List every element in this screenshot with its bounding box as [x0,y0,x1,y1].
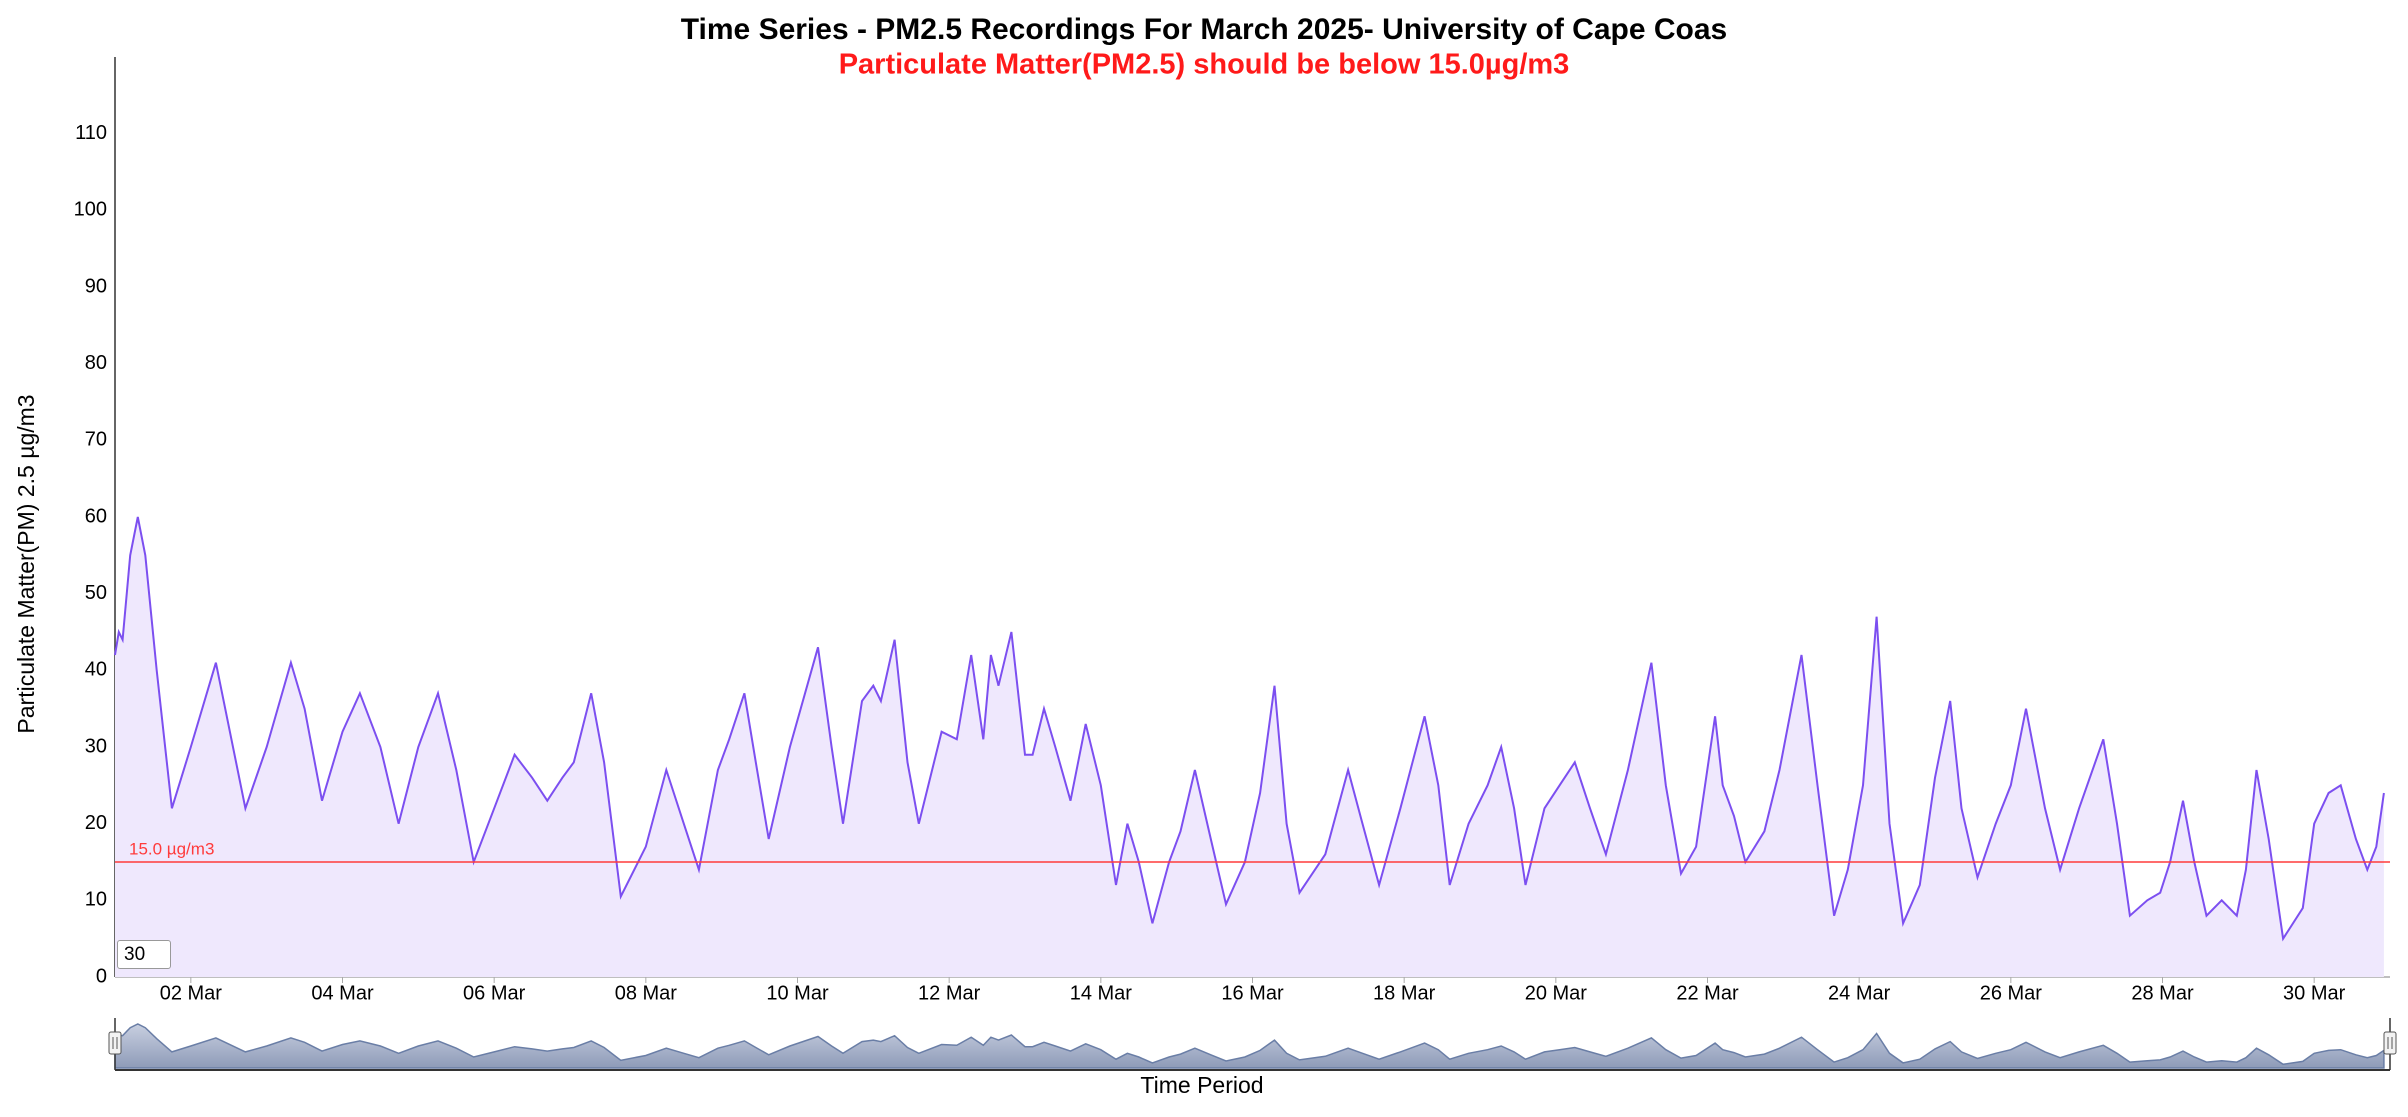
x-tick-label: 16 Mar [1221,982,1284,1004]
x-axis-label: Time Period [1140,1072,1263,1098]
x-tick-label: 26 Mar [1980,982,2043,1004]
threshold-label: 15.0 µg/m3 [129,839,214,858]
chart-title: Time Series - PM2.5 Recordings For March… [681,13,1727,46]
x-tick-label: 10 Mar [766,982,829,1004]
x-tick-label: 20 Mar [1525,982,1588,1004]
y-axis-label: Particulate Matter(PM) 2.5 µg/m3 [13,394,39,733]
x-tick-label: 30 Mar [2283,982,2346,1004]
x-tick-label: 28 Mar [2131,982,2194,1004]
y-tick-label: 30 [85,735,107,757]
x-tick-label: 22 Mar [1676,982,1739,1004]
x-tick-label: 06 Mar [463,982,526,1004]
y-tick-label: 0 [96,965,107,987]
x-tick-label: 24 Mar [1828,982,1891,1004]
y-tick-label: 70 [85,429,107,451]
x-tick-label: 14 Mar [1070,982,1133,1004]
range-input[interactable]: 30 [117,940,171,969]
navigator-handle[interactable] [2383,1031,2397,1055]
y-tick-label: 50 [85,582,107,604]
x-tick-label: 04 Mar [311,982,374,1004]
y-tick-label: 40 [85,659,107,681]
x-tick-label: 02 Mar [160,982,223,1004]
y-tick-label: 110 [75,122,107,144]
y-tick-label: 100 [74,199,107,221]
x-tick-label: 12 Mar [918,982,981,1004]
y-tick-label: 60 [85,505,107,527]
y-tick-label: 90 [85,275,107,297]
x-tick-label: 18 Mar [1373,982,1436,1004]
navigator-handle[interactable] [108,1031,122,1055]
y-tick-label: 10 [85,889,107,911]
x-tick-label: 08 Mar [615,982,678,1004]
navigator-area [114,1023,2385,1069]
area-fill [115,517,2384,977]
data-line [114,516,2385,942]
chart-subtitle: Particulate Matter(PM2.5) should be belo… [839,49,1570,81]
y-tick-label: 20 [85,812,107,834]
y-tick-label: 80 [85,352,107,374]
